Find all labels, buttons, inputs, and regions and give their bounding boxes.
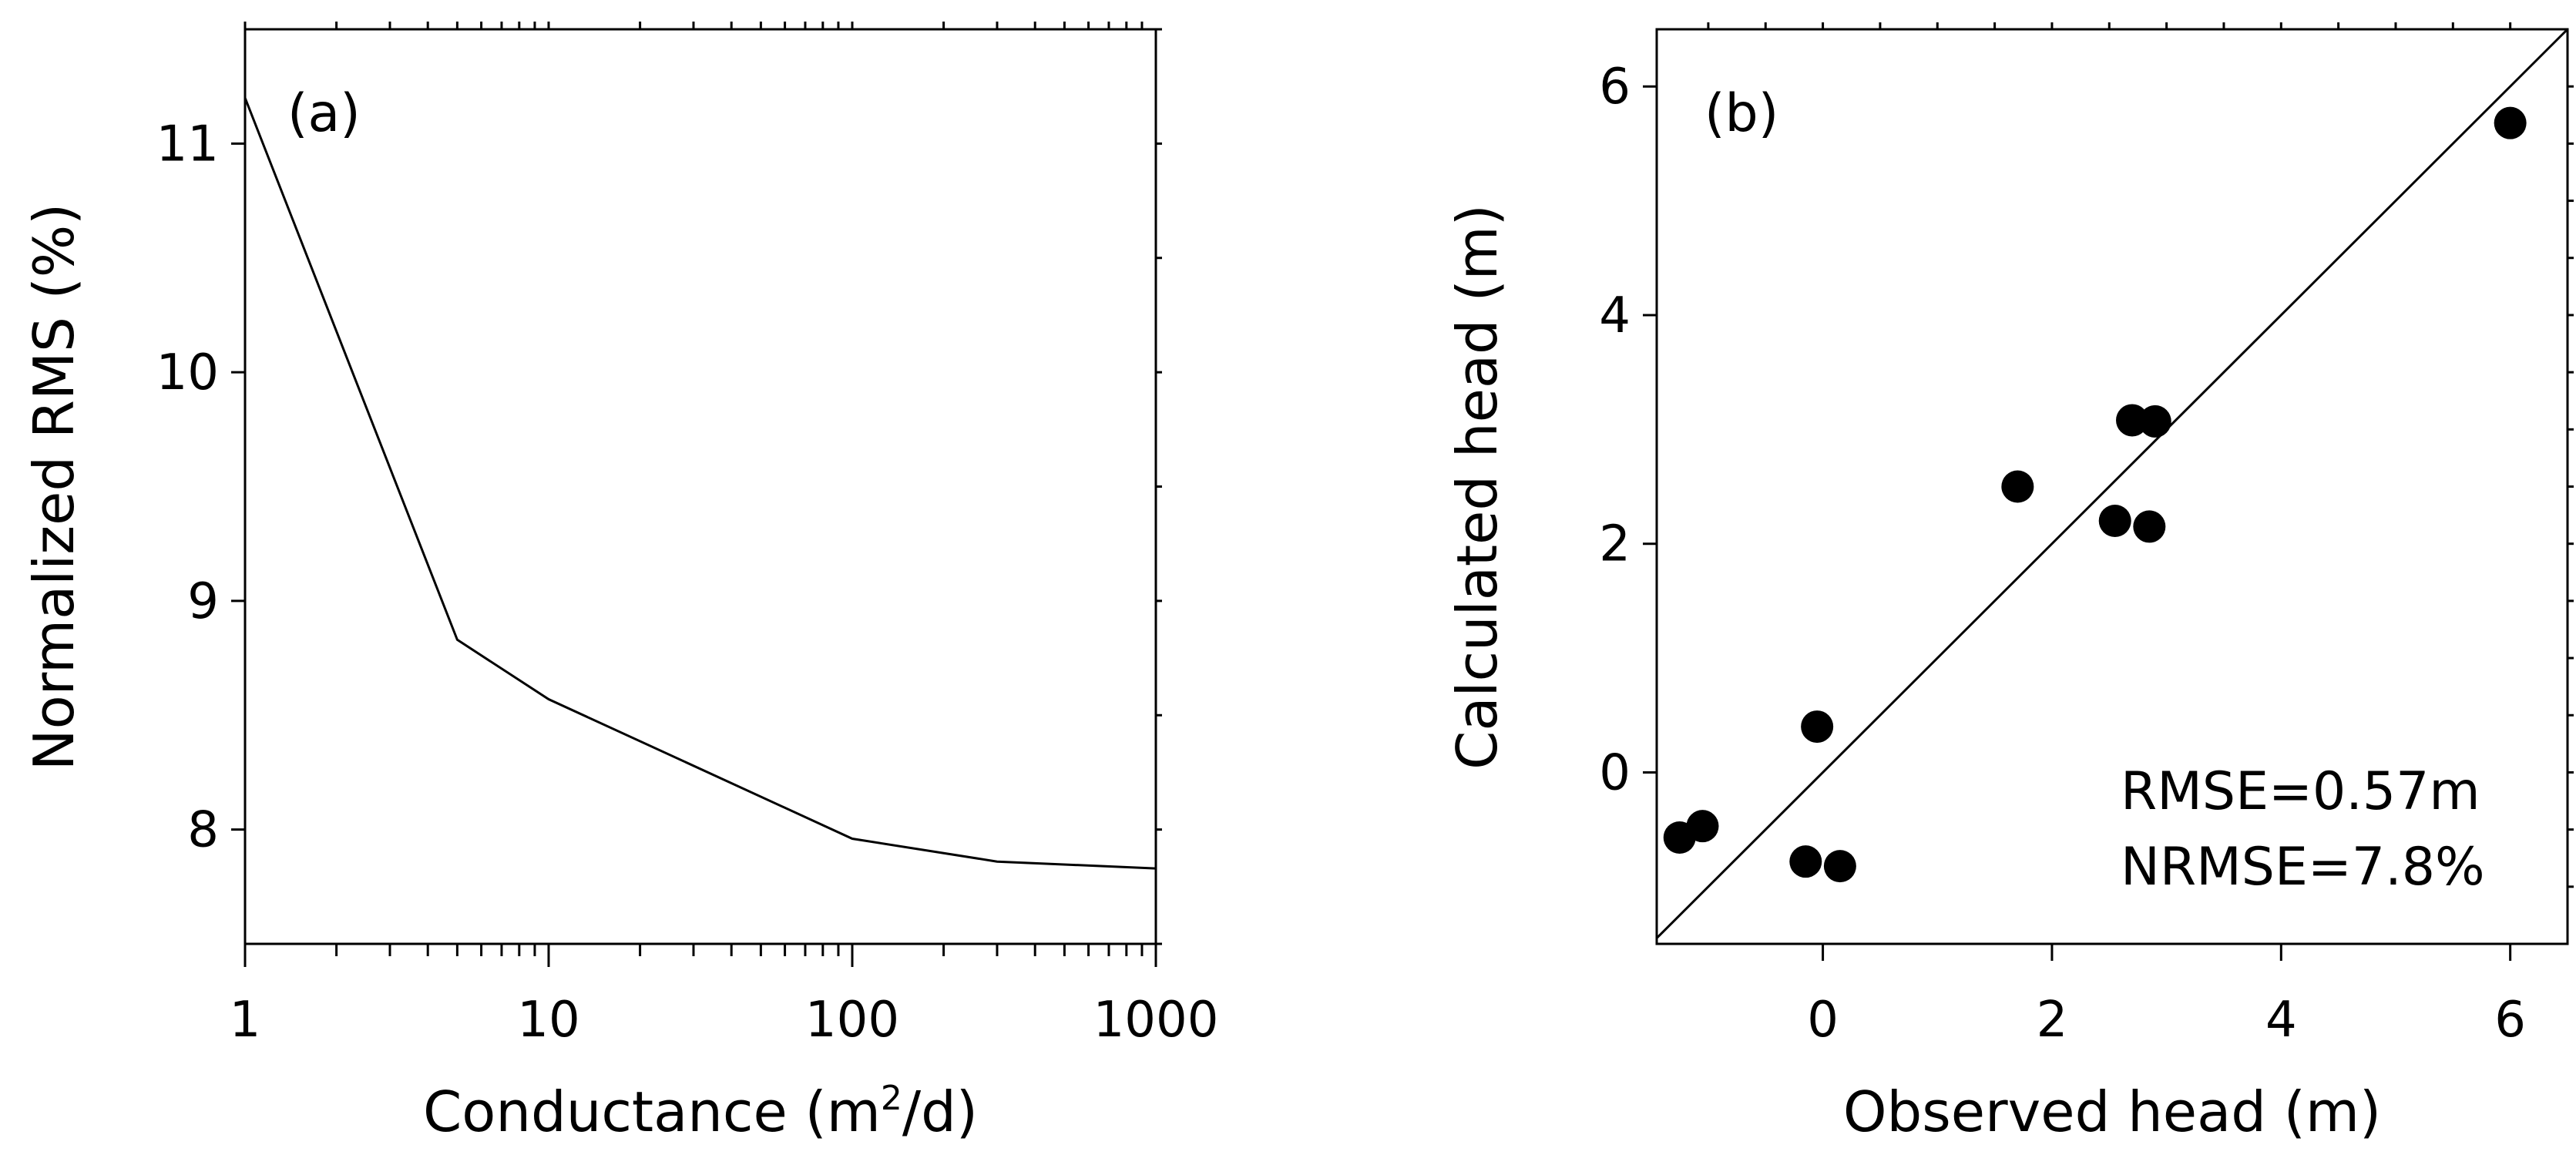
panel-a-x-tick-label: 1000 [1093, 992, 1219, 1049]
data-point [1823, 850, 1856, 883]
panel-b-ticks [1643, 22, 2574, 961]
panel-a-tick-labels: 1 10 100 1000 8 9 10 11 [156, 116, 1219, 1049]
panel-a-x-label-superscript: 2 [881, 1079, 902, 1118]
panel-b-one-to-one-line [1655, 28, 2569, 939]
panel-b-label: (b) [1704, 83, 1778, 144]
panel-b-y-tick-label: 4 [1599, 287, 1631, 344]
data-point [2133, 510, 2166, 543]
panel-a-x-tick-label: 1 [230, 992, 261, 1049]
nrmse-annotation: NRMSE=7.8% [2121, 837, 2485, 898]
panel-a-label: (a) [287, 83, 361, 144]
panel-a-series-line [243, 97, 1157, 870]
panel-a-ticks [231, 22, 1162, 967]
panel-b-y-tick-label: 2 [1599, 516, 1631, 573]
panel-a-x-axis-label: Conductance (m2/d) [423, 1079, 978, 1144]
panel-b-y-axis-label: Calculated head (m) [1445, 204, 1510, 770]
data-point [2138, 405, 2171, 438]
data-point [1801, 710, 1834, 744]
data-point [2098, 505, 2131, 538]
panel-b-x-tick-label: 6 [2494, 992, 2526, 1049]
data-point [2116, 404, 2149, 437]
panel-b-x-tick-label: 2 [2037, 992, 2068, 1049]
panel-a-y-tick-label: 10 [156, 344, 219, 401]
panel-a-x-tick-label: 10 [517, 992, 579, 1049]
panel-a-y-tick-label: 9 [187, 573, 219, 630]
panel-b-x-axis-label: Observed head (m) [1843, 1079, 2381, 1144]
panel-b-y-tick-label: 0 [1599, 744, 1631, 801]
panel-b-tick-labels: 0 2 4 6 0 2 4 6 [1599, 59, 2526, 1049]
data-point [2001, 470, 2034, 503]
panel-a-y-axis-label: Normalized RMS (%) [22, 203, 86, 771]
panel-a-x-label-prefix: Conductance (m [423, 1079, 881, 1144]
panel-b-x-tick-label: 0 [1807, 992, 1839, 1049]
panel-b-x-tick-label: 4 [2265, 992, 2297, 1049]
data-point [1789, 845, 1822, 878]
panel-a-frame [243, 28, 1157, 945]
panel-a-y-tick-label: 11 [156, 116, 219, 173]
panel-a-x-label-suffix: /d) [902, 1079, 978, 1144]
panel-b: 0 2 4 6 0 2 4 6 (b) RMSE=0.57m NRMSE=7.8% Obser… [1445, 22, 2574, 1144]
data-point [2494, 106, 2527, 139]
rmse-annotation: RMSE=0.57m [2121, 761, 2480, 822]
panel-b-y-tick-label: 6 [1599, 59, 1631, 116]
data-point [1686, 810, 1719, 843]
panel-b-points [1663, 106, 2527, 883]
panel-a-y-tick-label: 8 [187, 802, 219, 859]
panel-a-x-tick-label: 100 [805, 992, 899, 1049]
